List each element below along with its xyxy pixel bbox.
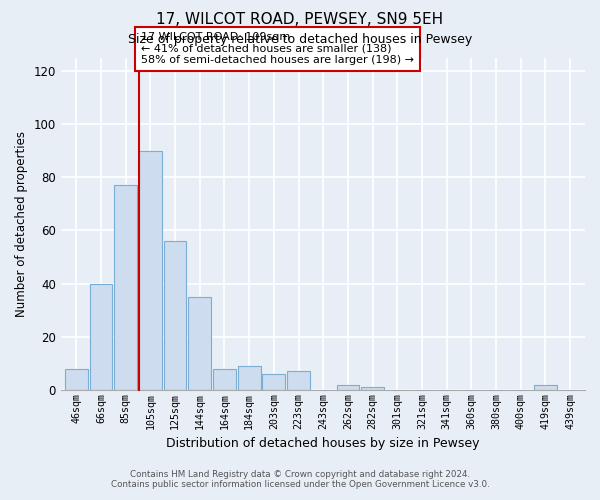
Text: Contains HM Land Registry data © Crown copyright and database right 2024.
Contai: Contains HM Land Registry data © Crown c… (110, 470, 490, 489)
X-axis label: Distribution of detached houses by size in Pewsey: Distribution of detached houses by size … (166, 437, 480, 450)
Bar (115, 185, 137, 390)
Bar (89, 284, 112, 390)
Bar (164, 241, 187, 390)
Bar (188, 297, 211, 390)
Bar (287, 372, 310, 390)
Text: Size of property relative to detached houses in Pewsey: Size of property relative to detached ho… (128, 32, 472, 46)
Bar (238, 366, 260, 390)
Bar (534, 384, 557, 390)
Bar (361, 387, 384, 390)
Bar (262, 374, 285, 390)
Bar (213, 368, 236, 390)
Bar (337, 384, 359, 390)
Bar (139, 150, 162, 390)
Y-axis label: Number of detached properties: Number of detached properties (15, 130, 28, 316)
Text: 17 WILCOT ROAD: 109sqm
← 41% of detached houses are smaller (138)
58% of semi-de: 17 WILCOT ROAD: 109sqm ← 41% of detached… (141, 32, 414, 66)
Text: 17, WILCOT ROAD, PEWSEY, SN9 5EH: 17, WILCOT ROAD, PEWSEY, SN9 5EH (157, 12, 443, 28)
Bar (65, 368, 88, 390)
